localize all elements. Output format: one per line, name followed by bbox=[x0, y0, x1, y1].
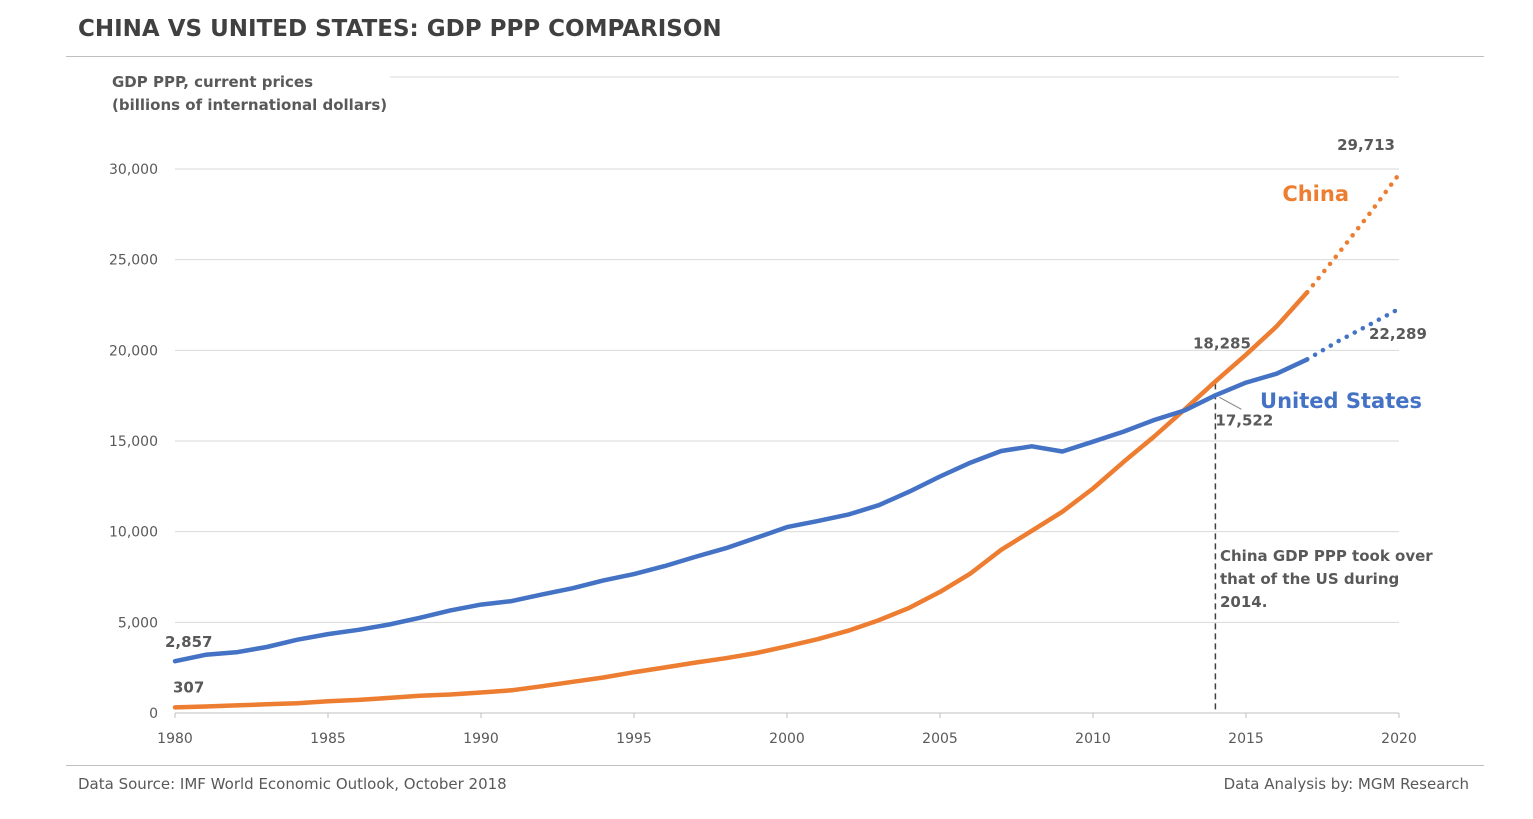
chart-title: CHINA VS UNITED STATES: GDP PPP COMPARIS… bbox=[78, 16, 722, 42]
y-tick-label: 10,000 bbox=[109, 525, 158, 541]
y-tick-label: 30,000 bbox=[109, 162, 158, 178]
data-label: 18,285 bbox=[1193, 334, 1251, 352]
y-axis-label-line: GDP PPP, current prices bbox=[112, 73, 313, 91]
x-axis bbox=[174, 712, 1400, 718]
analysis-credit: Data Analysis by: MGM Research bbox=[1223, 775, 1469, 793]
y-tick-labels: 0 5,000 10,000 15,000 20,000 25,000 30,000 bbox=[109, 162, 158, 722]
x-tick-labels: 1980 1985 1990 1995 2000 2005 2010 2015 2020 bbox=[157, 731, 1417, 747]
data-labels: 2,857 307 29,713 22,289 18,285 17,522 bbox=[165, 136, 1427, 696]
us-projection-line bbox=[1304, 306, 1402, 362]
us-series-label: United States bbox=[1260, 389, 1422, 413]
x-tick-label: 2010 bbox=[1075, 731, 1111, 747]
data-label: 17,522 bbox=[1215, 411, 1273, 429]
y-tick-label: 25,000 bbox=[109, 253, 158, 269]
data-label: 29,713 bbox=[1337, 136, 1395, 154]
series-lines bbox=[172, 171, 1402, 710]
x-tick-label: 1995 bbox=[616, 731, 652, 747]
x-tick-label: 1990 bbox=[463, 731, 499, 747]
china-series-label: China bbox=[1282, 182, 1349, 206]
leader-line bbox=[1219, 396, 1242, 410]
y-axis-label: GDP PPP, current prices (billions of inte… bbox=[112, 73, 387, 114]
y-tick-label: 5,000 bbox=[118, 615, 158, 631]
us-line bbox=[172, 357, 1310, 664]
y-axis-label-line: (billions of international dollars) bbox=[112, 96, 387, 114]
data-label: 22,289 bbox=[1369, 325, 1427, 343]
gridlines bbox=[175, 76, 1399, 623]
y-tick-label: 0 bbox=[149, 706, 158, 722]
annotation: China GDP PPP took over that of the US du… bbox=[1214, 383, 1433, 713]
bottom-divider bbox=[66, 765, 1484, 766]
data-source-note: Data Source: IMF World Economic Outlook,… bbox=[78, 775, 507, 793]
x-tick-label: 1985 bbox=[310, 731, 346, 747]
china-line bbox=[172, 290, 1310, 710]
data-label: 307 bbox=[173, 678, 204, 696]
x-tick-label: 2000 bbox=[769, 731, 805, 747]
annotation-text: China GDP PPP took over bbox=[1220, 547, 1433, 565]
y-tick-label: 20,000 bbox=[109, 343, 158, 359]
top-divider bbox=[66, 56, 1484, 57]
y-tick-label: 15,000 bbox=[109, 434, 158, 450]
x-tick-label: 1980 bbox=[157, 731, 193, 747]
annotation-text: that of the US during bbox=[1220, 570, 1399, 588]
data-label: 2,857 bbox=[165, 633, 212, 651]
x-tick-label: 2005 bbox=[922, 731, 958, 747]
annotation-text: 2014. bbox=[1220, 593, 1267, 611]
x-tick-label: 2020 bbox=[1381, 731, 1417, 747]
x-tick-label: 2015 bbox=[1228, 731, 1264, 747]
series-labels: China United States bbox=[1260, 182, 1422, 413]
china-projection-line bbox=[1304, 171, 1402, 295]
